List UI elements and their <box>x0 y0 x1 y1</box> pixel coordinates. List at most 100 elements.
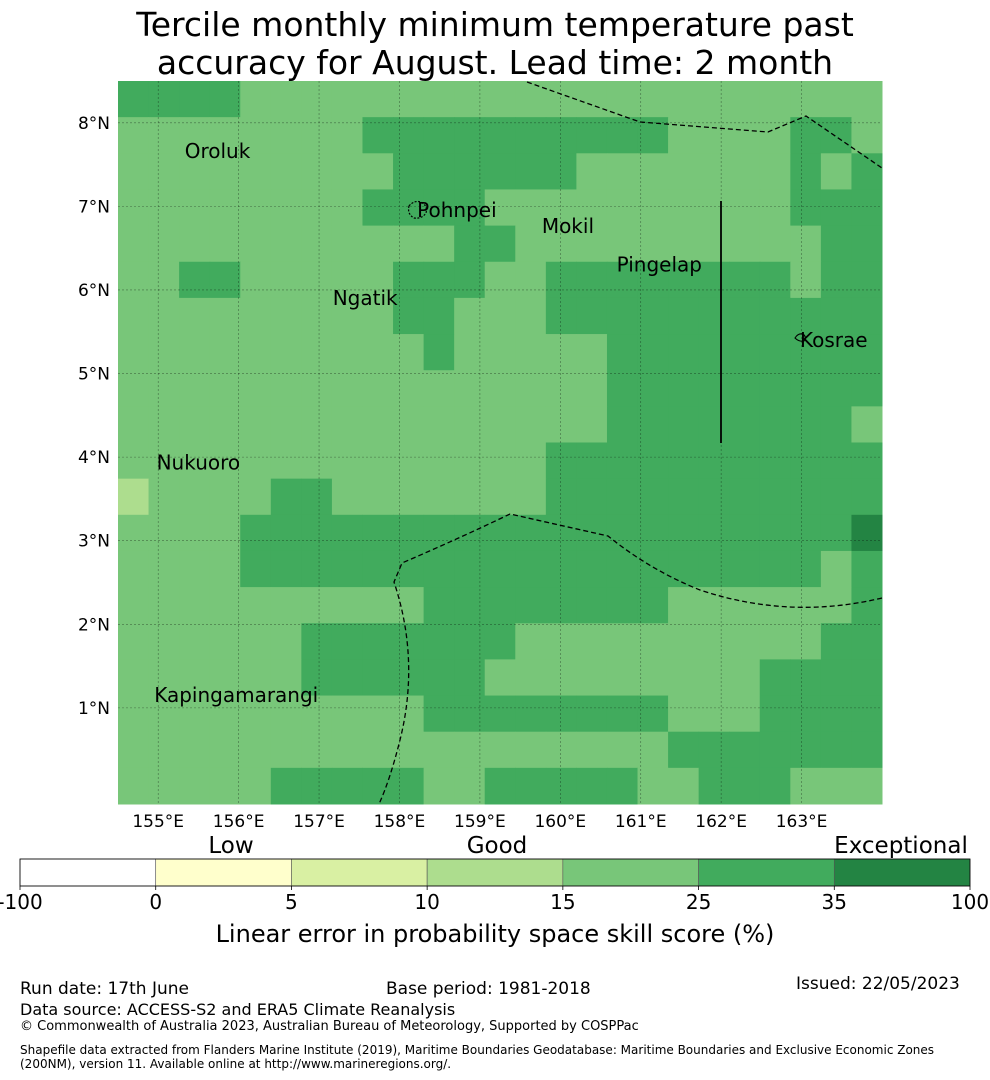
grid-cell <box>301 261 333 299</box>
grid-cell <box>790 370 822 407</box>
grid-cell <box>179 731 211 769</box>
grid-cell <box>545 334 577 371</box>
grid-cell <box>515 478 547 516</box>
grid-cell <box>454 695 486 733</box>
grid-cell <box>545 659 577 697</box>
grid-cell <box>362 189 394 227</box>
grid-cell <box>179 153 211 190</box>
grid-cell <box>454 731 486 769</box>
grid-cell <box>790 695 822 733</box>
grid-cell <box>301 406 333 443</box>
grid-cell <box>118 225 150 263</box>
grid-cell <box>545 153 577 190</box>
grid-cell <box>209 695 241 733</box>
place-label: Kapingamarangi <box>154 683 318 707</box>
grid-cell <box>423 297 455 335</box>
grid-cell <box>851 297 883 335</box>
grid-cell <box>484 261 516 299</box>
grid-cell <box>240 334 272 371</box>
grid-cell <box>118 478 150 516</box>
grid-cell <box>576 731 608 769</box>
grid-cell <box>515 514 547 552</box>
grid-cell <box>729 442 761 480</box>
eez-boundaries <box>378 81 883 805</box>
grid-cell <box>240 478 272 516</box>
grid-cell <box>301 550 333 588</box>
grid-cell <box>270 478 302 516</box>
grid-cell <box>668 81 700 118</box>
grid-cell <box>148 117 180 154</box>
grid-cell <box>423 225 455 263</box>
grid-cell <box>393 623 425 660</box>
latitude-tick-label: 4°N <box>78 448 110 468</box>
grid-cell <box>820 334 852 371</box>
colorbar-tick-label: 25 <box>686 890 711 914</box>
grid-cell <box>851 225 883 263</box>
grid-cell <box>759 117 791 154</box>
shapefile-line-1: Shapefile data extracted from Flanders M… <box>20 1043 935 1057</box>
grid-cell <box>393 478 425 516</box>
grid-cell <box>331 334 363 371</box>
grid-cell <box>362 442 394 480</box>
grid-cell <box>118 767 150 805</box>
grid-cell <box>729 587 761 624</box>
grid-cell <box>148 153 180 190</box>
latitude-tick-label: 2°N <box>78 615 110 635</box>
grid-cell <box>668 550 700 588</box>
grid-cell <box>790 514 822 552</box>
grid-cell <box>270 406 302 443</box>
category-low-label: Low <box>208 833 253 859</box>
grid-cell <box>851 406 883 443</box>
grid-cell <box>393 587 425 624</box>
grid-cell <box>790 550 822 588</box>
grid-cell <box>423 117 455 154</box>
grid-cell <box>606 261 639 299</box>
grid-cell <box>240 406 272 443</box>
grid-cell <box>148 370 180 407</box>
eez-boundary-south-east <box>378 513 883 805</box>
grid-cell <box>637 767 669 805</box>
grid-cell <box>423 767 455 805</box>
grid-cell <box>484 370 516 407</box>
grid-cell <box>148 659 180 697</box>
grid-cell <box>729 731 761 769</box>
grid-cell <box>759 659 791 697</box>
grid-cell <box>790 406 822 443</box>
grid-cell <box>331 587 363 624</box>
grid-cell <box>606 334 639 371</box>
grid-cell <box>179 514 211 552</box>
grid-cell <box>515 550 547 588</box>
grid-cell <box>576 442 608 480</box>
grid-cell <box>668 406 700 443</box>
grid-cell <box>301 334 333 371</box>
grid-cell <box>790 117 822 154</box>
latitude-tick-label: 7°N <box>78 197 110 217</box>
grid-cell <box>179 225 211 263</box>
grid-cell <box>331 731 363 769</box>
grid-cell <box>209 659 241 697</box>
grid-cell <box>393 189 425 227</box>
grid-cell <box>759 478 791 516</box>
grid-cell <box>698 478 730 516</box>
grid-cell <box>362 81 394 118</box>
grid-cell <box>851 550 883 588</box>
grid-cell <box>820 659 852 697</box>
grid-cell <box>851 189 883 227</box>
grid-cell <box>454 659 486 697</box>
grid-cell <box>668 478 700 516</box>
grid-cell <box>484 695 516 733</box>
grid-cell <box>698 225 730 263</box>
grid-cell <box>851 153 883 190</box>
grid-cell <box>179 550 211 588</box>
grid-cell <box>606 225 639 263</box>
grid-cell <box>637 261 669 299</box>
grid-cell <box>240 261 272 299</box>
grid-cell <box>393 514 425 552</box>
grid-cell <box>729 514 761 552</box>
grid-cell <box>454 442 486 480</box>
grid-cell <box>515 623 547 660</box>
grid-cell <box>148 189 180 227</box>
grid-cell <box>423 695 455 733</box>
grid-cell <box>393 370 425 407</box>
